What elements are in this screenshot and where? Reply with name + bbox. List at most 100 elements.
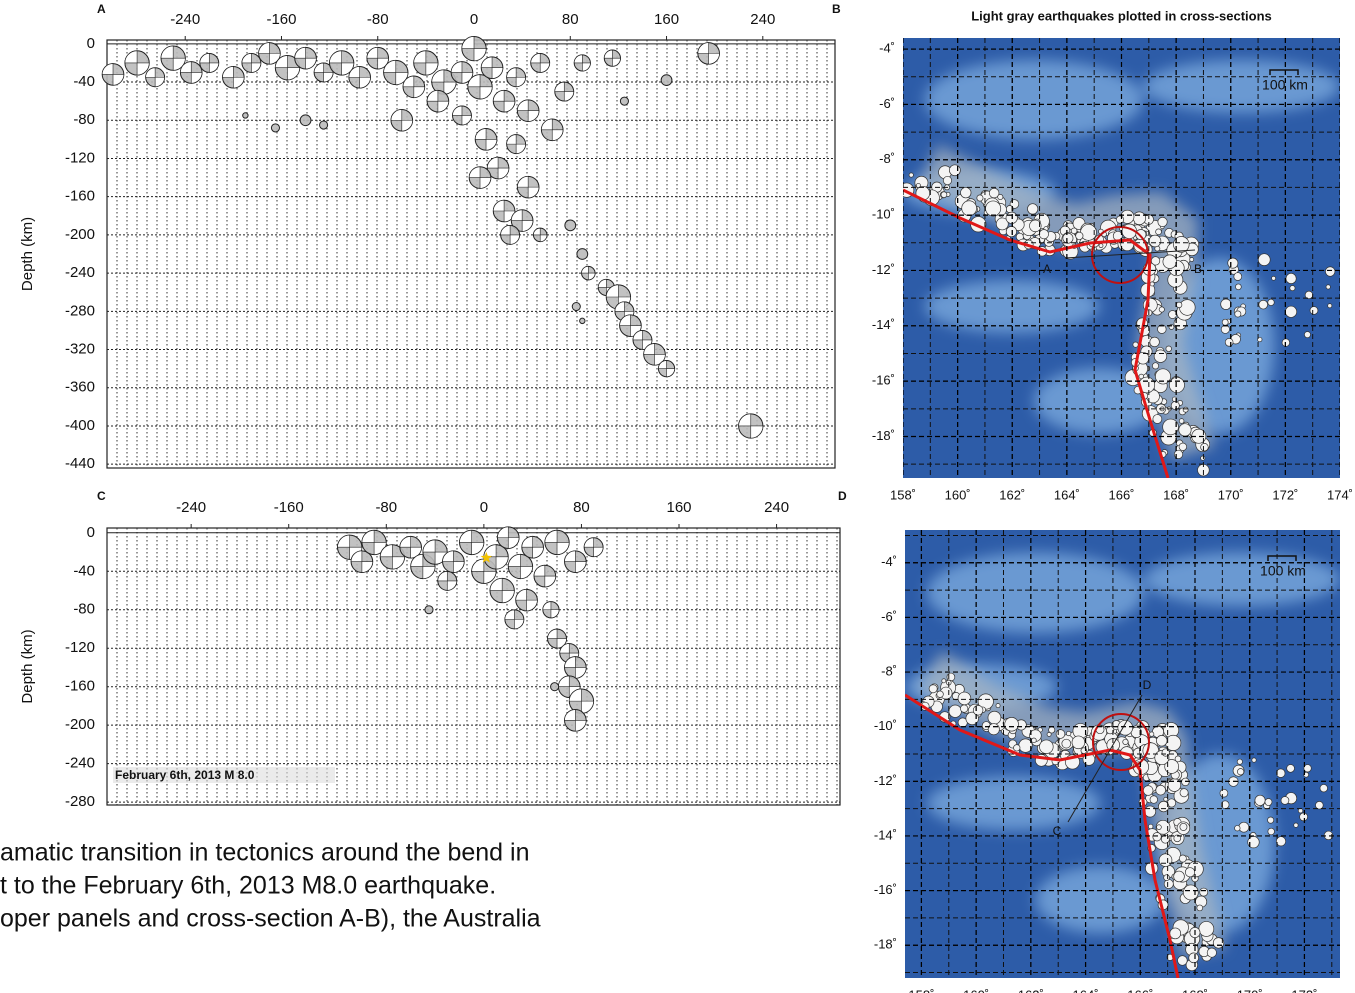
event-symbol — [1018, 738, 1033, 753]
y-tick-label: -440 — [65, 455, 95, 472]
beachball-quadrant — [390, 109, 413, 132]
event-symbol — [1106, 726, 1115, 735]
y-tick-label: -8˚ — [879, 151, 895, 166]
beachball-quadrant — [564, 709, 587, 732]
beachball-quadrant — [581, 266, 596, 281]
beachball-quadrant — [459, 529, 485, 555]
y-tick-label: -12˚ — [874, 773, 897, 788]
y-tick-label: -18˚ — [872, 428, 895, 443]
event-symbol — [1325, 266, 1336, 277]
x-tick-label: -160 — [266, 11, 296, 28]
y-tick-label: -280 — [65, 302, 95, 319]
event-symbol — [1165, 345, 1172, 352]
earthquake — [571, 301, 581, 312]
event-symbol — [942, 175, 953, 186]
event-symbol — [1198, 921, 1215, 937]
beachball-quadrant — [583, 537, 604, 557]
beachball-quadrant — [452, 105, 472, 126]
beachball-quadrant — [517, 99, 540, 122]
y-tick-label: -280 — [65, 793, 95, 810]
event-symbol — [1071, 735, 1086, 750]
event-symbol — [1237, 768, 1245, 776]
x-tick-label: -240 — [170, 11, 200, 28]
section-line — [1064, 249, 1196, 259]
event-symbol — [1005, 226, 1017, 238]
beachball-quadrant — [241, 53, 262, 73]
beachball-quadrant — [379, 544, 405, 570]
event-symbol — [1179, 788, 1189, 798]
beachball-quadrant — [506, 67, 526, 88]
earthquake — [660, 74, 673, 87]
event-symbol — [1258, 299, 1269, 310]
event-symbol — [1170, 401, 1180, 410]
x-tick-label: 0 — [480, 499, 488, 516]
event-symbol — [1155, 228, 1162, 236]
y-tick-label: -10˚ — [872, 207, 895, 222]
event-symbol — [908, 172, 914, 178]
x-tick-label: 158˚ — [890, 487, 916, 502]
event-symbol — [1178, 854, 1187, 863]
x-tick-label: 164˚ — [1073, 987, 1099, 993]
event-symbol — [1027, 203, 1039, 215]
event-symbol — [1144, 805, 1157, 818]
event-symbol — [1149, 731, 1155, 737]
x-tick-label: -240 — [176, 499, 206, 516]
x-tick-label: 80 — [573, 499, 590, 516]
x-tick-label: 160˚ — [945, 487, 971, 502]
scale-label: 100 km — [1260, 563, 1306, 579]
annotation-box — [113, 767, 335, 783]
beachball-quadrant — [222, 66, 245, 89]
beachball-quadrant — [573, 54, 591, 72]
event-symbol — [1238, 821, 1250, 833]
event-symbol — [1271, 275, 1276, 281]
event-symbol — [1304, 290, 1314, 300]
earthquake — [564, 219, 577, 232]
y-tick-label: -18˚ — [874, 937, 897, 952]
beachball-quadrant — [199, 53, 220, 73]
beachball-quadrant — [180, 61, 203, 84]
y-tick-label: -160 — [65, 188, 95, 205]
beachball-quadrant — [564, 550, 587, 573]
event-symbol — [1234, 825, 1241, 832]
y-tick-label: -14˚ — [872, 317, 895, 332]
caption-line: amatic transition in tectonics around th… — [0, 839, 529, 867]
event-symbol — [972, 705, 984, 716]
earthquake — [619, 96, 629, 106]
x-tick-label: 160 — [654, 11, 679, 28]
beachball-quadrant — [697, 42, 720, 65]
event-symbol — [1070, 227, 1078, 235]
event-symbol — [1148, 823, 1154, 830]
y-tick-label: -6˚ — [879, 96, 895, 111]
x-tick-label: 160˚ — [963, 987, 989, 993]
beachball-quadrant — [461, 36, 487, 62]
plate-boundary — [905, 693, 1180, 978]
x-tick-label: 164˚ — [1054, 487, 1080, 502]
beachball-quadrant — [544, 529, 570, 555]
y-tick-label: -240 — [65, 264, 95, 281]
beachball-quadrant — [533, 227, 548, 242]
beachball-quadrant — [426, 90, 450, 113]
event-symbol — [1164, 759, 1180, 774]
x-tick-label: 240 — [764, 499, 789, 516]
event-symbol — [936, 690, 944, 698]
y-tick-label: 0 — [87, 524, 95, 541]
x-tick-label: 166˚ — [1108, 487, 1134, 502]
y-tick-label: -200 — [65, 716, 95, 733]
event-symbol — [1224, 338, 1234, 347]
event-symbol — [1148, 234, 1162, 248]
x-tick-label: 160 — [666, 499, 691, 516]
event-symbol — [1315, 801, 1324, 810]
event-symbol — [1309, 306, 1319, 315]
scale-bar — [1267, 555, 1297, 561]
x-tick-label: 172˚ — [1291, 987, 1317, 993]
annotation: February 6th, 2013 M 8.0 — [115, 768, 255, 782]
event-symbol — [1162, 418, 1179, 436]
panel-letter: D — [838, 489, 847, 503]
event-symbol — [1177, 955, 1188, 966]
event-symbol — [995, 703, 1001, 709]
event-symbol — [1062, 232, 1074, 244]
event-symbol — [987, 723, 1000, 736]
event-symbol — [1280, 796, 1290, 805]
y-tick-label: -10˚ — [874, 718, 897, 733]
